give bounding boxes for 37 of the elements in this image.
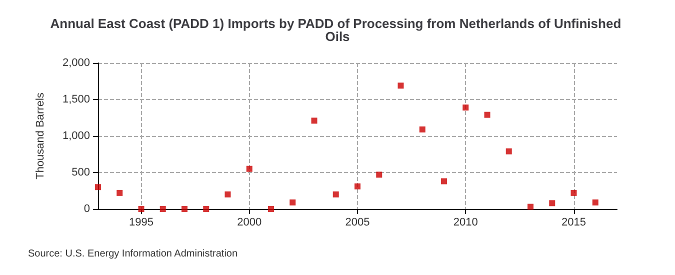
point — [398, 82, 404, 89]
point — [311, 118, 318, 124]
point — [441, 178, 447, 184]
point — [332, 191, 339, 198]
point — [506, 148, 512, 154]
point — [116, 190, 123, 196]
y-tick-label: 2,000 — [62, 57, 90, 69]
point — [95, 184, 101, 190]
point — [246, 166, 252, 172]
chart-title: Annual East Coast (PADD 1) Imports by PADD of Processing from Netherlands of Unfinished Oils — [50, 16, 625, 44]
point — [462, 104, 469, 111]
point — [268, 206, 274, 212]
point — [224, 191, 231, 198]
x-tick-label: 2000 — [237, 216, 262, 228]
source-note: Source: U.S. Energy Information Administration — [28, 248, 238, 260]
point — [484, 112, 490, 118]
point — [419, 126, 426, 132]
x-tick-label: 2005 — [345, 216, 370, 228]
x-tick-label: 2010 — [453, 216, 478, 228]
point — [160, 206, 166, 212]
point — [592, 199, 598, 206]
point — [182, 206, 188, 212]
x-tick-label: 2015 — [562, 216, 586, 228]
y-tick-label: 0 — [84, 203, 90, 215]
point — [290, 199, 296, 206]
point — [376, 172, 382, 178]
y-axis-title: Thousand Barrels — [34, 92, 46, 180]
y-tick-label: 1,000 — [62, 130, 90, 142]
point — [203, 206, 210, 212]
y-tick-label: 500 — [72, 166, 90, 178]
point — [549, 200, 556, 206]
point — [138, 206, 144, 212]
y-tick-label: 1,500 — [62, 94, 90, 106]
x-tick-label: 1995 — [129, 216, 154, 228]
point — [570, 190, 577, 196]
point — [354, 183, 360, 190]
point — [528, 204, 534, 210]
